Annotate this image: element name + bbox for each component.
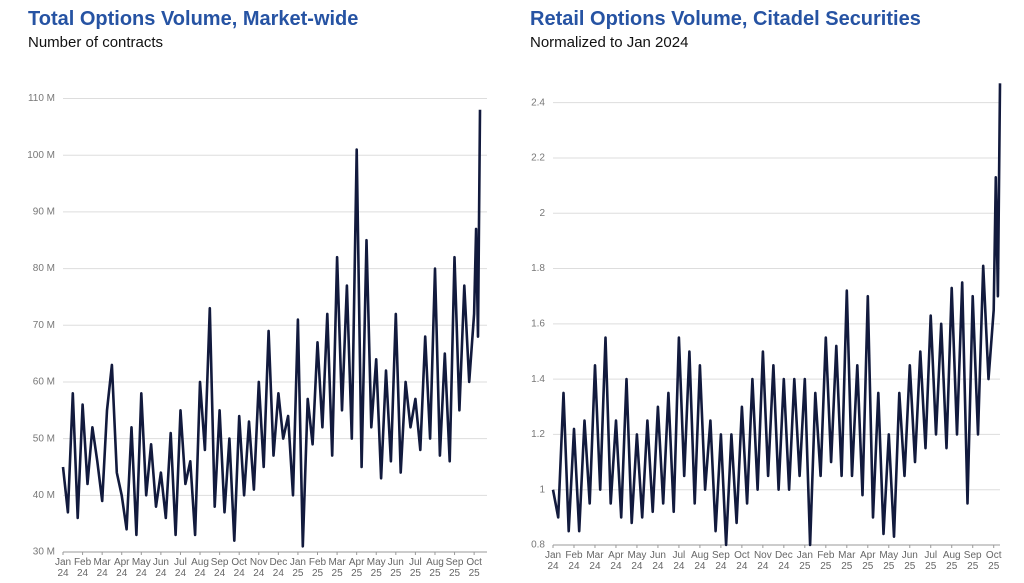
y-tick-label: 1.4 — [531, 374, 545, 385]
y-tick-label: 110 M — [28, 93, 55, 104]
x-tick-label: Jan 25 — [289, 557, 306, 579]
x-tick-label: May 24 — [131, 557, 151, 579]
x-tick-label: Oct 24 — [734, 550, 750, 572]
chart-subtitle: Number of contracts — [28, 34, 164, 51]
x-tick-label: Mar 25 — [328, 557, 346, 579]
y-tick-label: 2.4 — [531, 97, 545, 108]
chart-title: Total Options Volume, Market-wide — [28, 8, 359, 30]
x-tick-label: Mar 24 — [586, 550, 604, 572]
x-tick-label: Dec 24 — [269, 557, 288, 579]
x-tick-label: Oct 25 — [466, 557, 482, 579]
y-tick-label: 80 M — [33, 263, 55, 274]
x-tick-label: Apr 24 — [608, 550, 624, 572]
y-tick-label: 0.8 — [531, 540, 545, 551]
y-tick-label: 40 M — [33, 490, 55, 501]
x-tick-label: Nov 24 — [249, 557, 268, 579]
chart-title: Retail Options Volume, Citadel Securitie… — [530, 8, 921, 30]
x-tick-label: Oct 24 — [231, 557, 247, 579]
x-tick-label: May 24 — [627, 550, 647, 572]
x-tick-label: Apr 24 — [113, 557, 130, 579]
y-tick-label: 2.2 — [531, 153, 545, 164]
x-tick-label: Sep 25 — [445, 557, 464, 579]
x-tick-label: Jul 25 — [408, 557, 422, 579]
x-tick-label: May 25 — [366, 557, 386, 579]
x-tick-label: Jan 24 — [544, 550, 562, 572]
y-tick-label: 1.6 — [531, 318, 545, 329]
x-tick-label: Feb 24 — [73, 557, 92, 579]
series-line — [551, 83, 1002, 547]
x-tick-label: Jul 24 — [174, 557, 187, 579]
chart-subtitle: Normalized to Jan 2024 — [530, 34, 689, 51]
x-tick-label: Sep 24 — [210, 557, 229, 579]
x-tick-label: Feb 25 — [308, 557, 327, 579]
x-tick-label: Sep 24 — [711, 550, 730, 572]
y-tick-label: 90 M — [33, 207, 55, 218]
x-tick-label: Jan 25 — [796, 550, 813, 572]
x-tick-label: Aug 24 — [191, 557, 209, 579]
x-tick-label: Sep 25 — [963, 550, 982, 572]
x-tick-label: Jul 24 — [672, 550, 686, 572]
x-tick-label: Aug 25 — [942, 550, 961, 572]
y-tick-label: 100 M — [27, 150, 55, 161]
x-tick-label: Jun 24 — [152, 557, 169, 579]
x-tick-label: Oct 25 — [985, 550, 1002, 572]
x-tick-label: Mar 25 — [838, 550, 856, 572]
x-tick-label: Jun 25 — [901, 550, 918, 572]
y-tick-label: 30 M — [33, 547, 55, 558]
y-tick-label: 70 M — [33, 320, 55, 331]
y-tick-label: 1 — [539, 484, 545, 495]
x-tick-label: Apr 25 — [348, 557, 365, 579]
x-tick-label: Mar 24 — [93, 557, 111, 579]
x-tick-label: May 25 — [879, 550, 899, 572]
x-tick-label: Nov 24 — [753, 550, 772, 572]
x-tick-label: Feb 24 — [565, 550, 583, 572]
x-tick-label: Jan 24 — [54, 557, 72, 579]
series-line — [61, 109, 482, 548]
x-tick-label: Aug 25 — [426, 557, 444, 579]
y-tick-label: 1.8 — [531, 263, 545, 274]
y-tick-label: 50 M — [33, 433, 55, 444]
y-tick-label: 2 — [539, 208, 545, 219]
x-tick-label: Aug 24 — [690, 550, 709, 572]
x-tick-label: Jul 25 — [924, 550, 938, 572]
y-tick-label: 60 M — [33, 377, 55, 388]
x-tick-label: Dec 24 — [774, 550, 793, 572]
y-tick-label: 1.2 — [531, 429, 545, 440]
x-tick-label: Jun 25 — [387, 557, 404, 579]
x-tick-label: Apr 25 — [860, 550, 876, 572]
x-tick-label: Jun 24 — [649, 550, 666, 572]
x-tick-label: Feb 25 — [817, 550, 835, 572]
